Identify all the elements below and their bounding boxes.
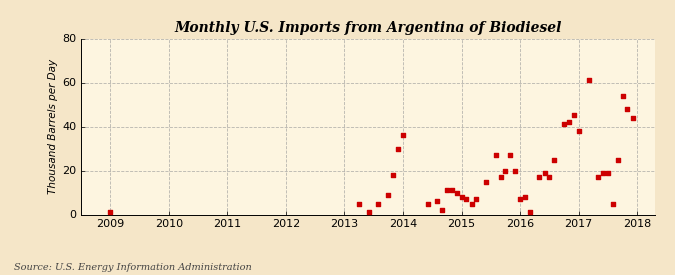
Point (452, 190, 462, 195)
Text: Source: U.S. Energy Information Administration: Source: U.S. Energy Information Administ… (14, 263, 251, 272)
Point (603, 170, 614, 175)
Point (510, 168, 521, 173)
Point (534, 175, 545, 179)
Point (441, 188, 452, 192)
Point (393, 146, 404, 151)
Point (573, 129, 584, 133)
Point (568, 113, 579, 118)
Point (466, 201, 477, 206)
Title: Monthly U.S. Imports from Argentina of Biodiesel: Monthly U.S. Imports from Argentina of B… (174, 21, 562, 35)
Point (563, 120, 574, 124)
Point (354, 201, 364, 206)
Point (549, 157, 560, 162)
Point (490, 153, 501, 157)
Point (373, 201, 384, 206)
Point (583, 78, 594, 82)
Point (481, 179, 491, 184)
Point (456, 195, 467, 199)
Point (495, 175, 506, 179)
Point (446, 188, 457, 192)
Point (422, 201, 433, 206)
Point (500, 168, 511, 173)
Point (519, 195, 530, 199)
Point (398, 133, 408, 138)
Point (593, 175, 603, 179)
Y-axis label: Thousand Barrels per Day: Thousand Barrels per Day (48, 59, 58, 194)
Point (617, 94, 628, 98)
Point (461, 197, 472, 201)
Point (598, 170, 609, 175)
Point (612, 157, 623, 162)
Point (622, 107, 632, 111)
Point (544, 175, 555, 179)
Point (387, 173, 398, 177)
Point (437, 208, 448, 212)
Point (608, 201, 618, 206)
Point (505, 153, 516, 157)
Point (431, 199, 442, 204)
Point (470, 197, 481, 201)
Point (627, 116, 638, 120)
Point (539, 170, 550, 175)
Point (515, 197, 526, 201)
Point (524, 210, 535, 214)
Point (559, 122, 570, 127)
Point (383, 192, 394, 197)
Point (364, 210, 375, 214)
Point (105, 210, 115, 214)
